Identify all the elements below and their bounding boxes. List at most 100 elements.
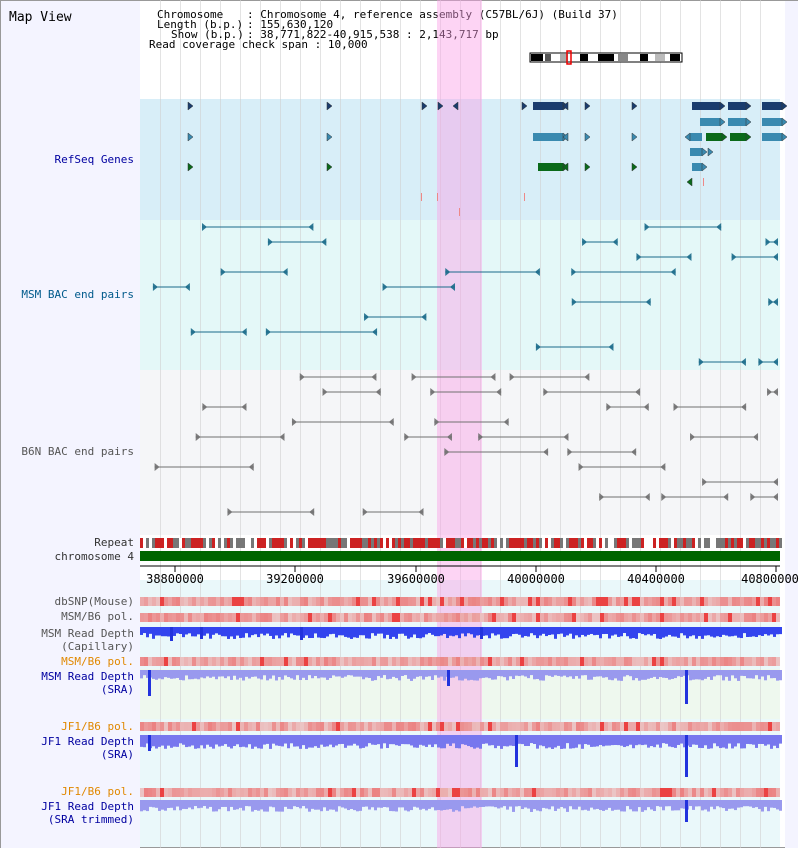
jf1-b6-pol-cell [420,722,424,731]
msm-sra-depth-bar [170,670,173,679]
jf1-b6-pol-cell [180,788,184,797]
msm-sra-depth-bar [638,670,641,681]
dbsnp-cell [728,597,732,606]
axis-tick-39200000: 39200000 [266,572,324,586]
jf1-sra-depth-bar [530,735,533,744]
msm-b6-pol-cell [508,613,512,622]
jf1-trim-depth-bar [719,800,722,808]
dbsnp-cell [584,597,588,606]
jf1-trim-depth-bar [527,800,530,809]
msm-cap-depth-bar [569,627,572,634]
msm-b6-pol-cell [468,657,472,666]
msm-sra-depth-bar [518,670,521,677]
msm-b6-pol-cell [712,613,716,622]
selected-region-highlight[interactable] [437,0,482,848]
msm-b6-pol-cell [508,657,512,666]
msm-b6-pol-cell [644,613,648,622]
jf1-b6-pol-cell [588,722,592,731]
jf1-trim-depth-bar [413,800,416,807]
msm-cap-depth-bar [677,627,680,638]
jf1-b6-pol-cell [340,788,344,797]
msm-cap-depth-bar [266,627,269,634]
jf1-b6-pol-cell [332,722,336,731]
jf1-sra-depth-bar [641,735,644,746]
msm-sra-depth-bar [671,670,674,679]
jf1-trim-depth-bar [440,800,443,811]
repeat-segment [563,538,566,548]
msm-b6-pol-cell [344,657,348,666]
msm-b6-pol-cell [440,657,444,666]
dbsnp-cell [244,597,248,606]
jf1-b6-pol-cell [688,788,692,797]
msm-b6-pol-cell [340,613,344,622]
repeat-segment [215,538,218,548]
jf1-b6-pol-cell [244,788,248,797]
msm-bac-label: MSM BAC end pairs [21,288,134,301]
jf1-trim-depth-bar [299,800,302,809]
jf1-trim-depth-bar [449,800,452,810]
jf1-trim-depth-bar [155,800,158,808]
msm-sra-depth-bar [227,670,230,677]
jf1-b6-pol-cell [208,788,212,797]
msm-sra-depth-bar [215,670,218,680]
msm-sra-depth-bar [458,670,461,681]
jf1-sra-depth-bar [509,735,512,746]
jf1-b6-pol-cell [752,788,756,797]
jf1-b6-pol-cell [252,722,256,731]
grid-line [500,0,501,848]
msm-cap-depth-bar [494,627,497,636]
msm-sra-depth-bar [284,670,287,676]
msm-cap-depth-bar [635,627,638,639]
dbsnp-cell [180,597,184,606]
b6n-bac-pair-end [773,388,778,396]
jf1-sra-depth-bar [503,735,506,747]
msm-b6-pol-cell [720,657,724,666]
jf1-b6-pol-cell [632,722,636,731]
msm-sra-depth-bar [374,670,377,681]
repeat-segment [689,538,692,548]
msm-sra-depth-bar [485,670,488,678]
dbsnp-cell [428,597,432,606]
msm-b6-pol-cell [352,613,356,622]
chromosome-label: Chromosome [157,8,224,21]
jf1-trim-depth-bar [617,800,620,810]
msm-b6-pol-cell [744,657,748,666]
jf1-b6-pol-cell [360,788,364,797]
msm-cap-depth-bar [548,627,551,635]
jf1-b6-pol-cell [152,788,156,797]
msm-b6-pol-cell [500,613,504,622]
jf1-sra-depth-bar [671,735,674,748]
repeat-segment [410,538,413,548]
repeat-segment [569,538,572,548]
dbsnp-cell [544,597,548,606]
msm-b6-pol-cell [400,657,404,666]
jf1-sra-depth-bar [188,735,191,747]
show-label: Show (b.p.) [171,28,244,41]
dbsnp-cell [276,597,280,606]
msm-cap-depth-bar [518,627,521,635]
jf1-sra-depth-bar [752,735,755,745]
jf1-trim-depth-bar [746,800,749,807]
dbsnp-cell [688,597,692,606]
msm-cap-depth-bar [671,627,674,637]
msm-bac-pair-end [716,223,722,231]
msm-b6-pol-cell [304,657,308,666]
jf1-sra-depth-bar [674,735,677,748]
msm-b6-pol-cell [488,657,492,666]
grid-line [640,0,641,848]
msm-sra-depth-bar [302,670,305,678]
gene-body [728,102,746,110]
jf1-trim-depth-bar [350,800,353,809]
msm-cap-depth-bar [254,627,257,635]
msm-bac-pair-end [282,268,288,276]
msm-sra-depth-bar [713,670,716,677]
jf1-sra-depth-bar [311,735,314,748]
jf1-b6-pol-cell [208,722,212,731]
jf1-trim-depth-bar [776,800,779,810]
msm-sra-depth-bar [194,670,197,679]
msm-b6-pol-cell [492,613,496,622]
jf1-sra-depth-bar [587,735,590,745]
jf1-b6-pol-cell [412,722,416,731]
dbsnp-cell [580,597,584,606]
